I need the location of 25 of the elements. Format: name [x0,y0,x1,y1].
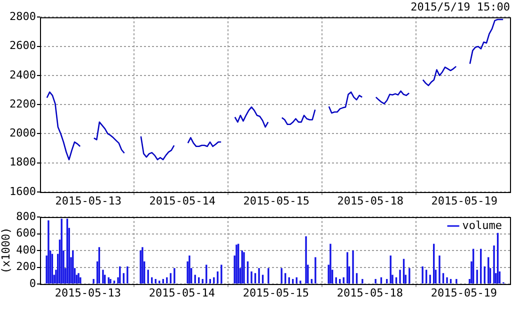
x-tick-label: 2015-05-15 [243,194,310,208]
x-tick-label: 2015-05-19 [431,194,498,208]
y-tick-label: 1600 [10,184,36,198]
chart-subtitle: 2015/5/19 15:00 [410,0,510,14]
x-tick-label: 2015-05-14 [148,286,216,300]
y-tick-label: 2000 [10,126,36,140]
y-axis-title: (x1000) [0,227,12,274]
x-tick-label: 2015-05-15 [242,286,310,300]
y-tick-label: 2800 [10,10,36,24]
x-tick-label: 2015-05-14 [149,194,216,208]
y-tick-label: 600 [16,226,36,240]
x-tick-label: 2015-05-18 [337,194,404,208]
legend-label: volume [462,218,502,232]
x-tick-label: 2015-05-13 [55,194,122,208]
x-tick-label: 2015-05-13 [54,286,122,300]
y-tick-label: 2200 [10,97,36,110]
x-tick-label: 2015-05-19 [430,286,498,300]
y-tick-label: 800 [16,210,36,223]
y-tick-label: 400 [16,243,36,256]
x-tick-label: 2015-05-18 [336,286,404,300]
y-tick-label: 1800 [10,156,36,169]
y-tick-label: 200 [16,260,36,274]
y-tick-label: 2400 [10,68,36,82]
y-tick-label: 0 [29,276,36,290]
y-tick-label: 2600 [10,39,36,52]
